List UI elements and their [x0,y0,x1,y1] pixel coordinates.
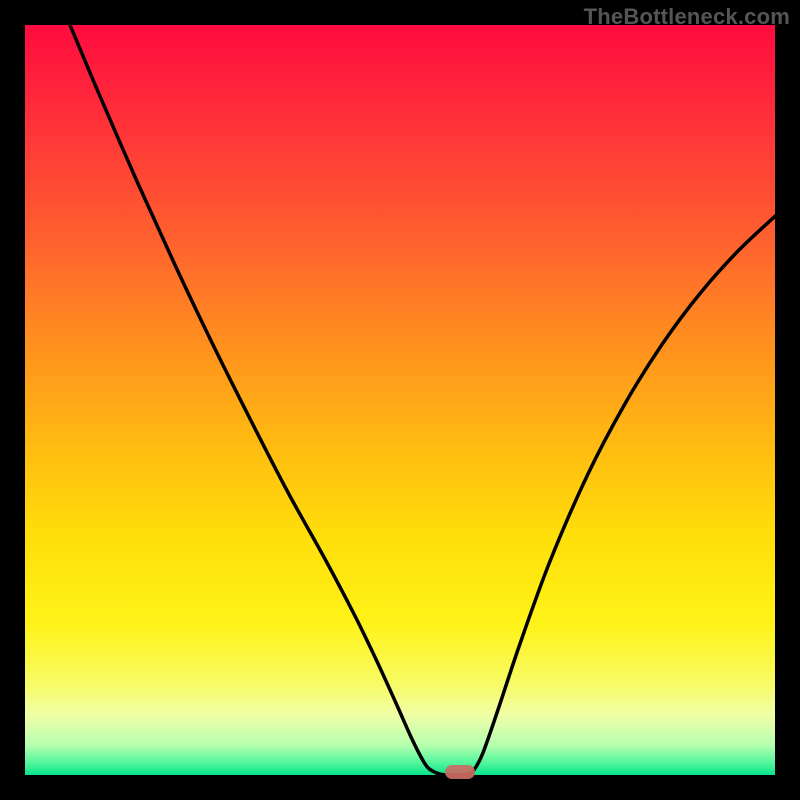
optimum-marker [445,765,475,779]
plot-area [25,25,775,775]
watermark-text: TheBottleneck.com [584,4,790,30]
chart-svg [0,0,800,800]
chart-stage: TheBottleneck.com [0,0,800,800]
